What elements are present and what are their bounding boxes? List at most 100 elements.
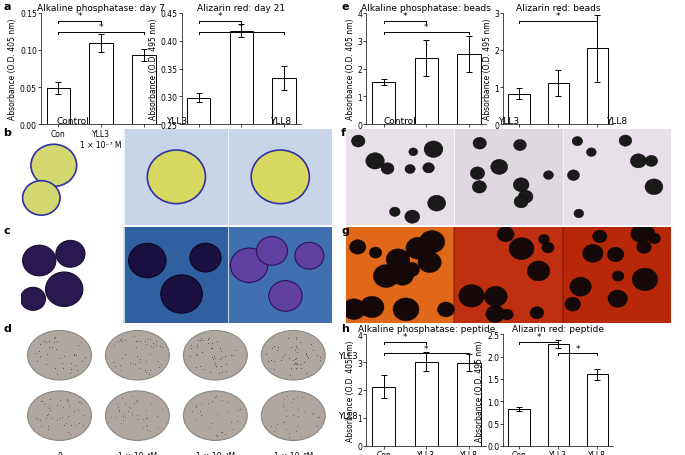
Point xyxy=(279,395,290,403)
Circle shape xyxy=(459,285,484,308)
Y-axis label: Absorbance (O.D. 405 nm): Absorbance (O.D. 405 nm) xyxy=(346,339,355,441)
Point xyxy=(58,364,68,372)
Point xyxy=(216,428,227,435)
Bar xyxy=(228,228,332,323)
Point xyxy=(43,337,54,344)
Point xyxy=(32,415,43,423)
Point xyxy=(44,404,55,412)
Circle shape xyxy=(497,228,514,242)
Circle shape xyxy=(56,241,85,268)
Point xyxy=(195,362,206,369)
Bar xyxy=(372,387,395,446)
Point xyxy=(108,341,119,349)
Circle shape xyxy=(391,266,413,286)
Point xyxy=(191,416,202,423)
Title: Alkaline phosphatase: beads: Alkaline phosphatase: beads xyxy=(362,4,491,13)
Bar xyxy=(187,98,210,264)
Point xyxy=(220,353,231,360)
Point xyxy=(112,337,123,344)
Point xyxy=(111,414,122,421)
Point xyxy=(42,350,53,358)
Point xyxy=(284,430,295,437)
Point xyxy=(203,335,214,343)
Point xyxy=(63,397,74,404)
Point xyxy=(207,353,218,360)
Point xyxy=(57,403,68,410)
Circle shape xyxy=(632,268,658,291)
Point xyxy=(265,356,276,364)
Circle shape xyxy=(608,248,624,262)
Text: e: e xyxy=(341,2,349,12)
Bar xyxy=(414,362,438,446)
Point xyxy=(63,412,74,420)
Bar xyxy=(125,228,228,323)
Point xyxy=(64,370,75,377)
Circle shape xyxy=(295,243,324,269)
Text: g: g xyxy=(341,225,349,235)
Circle shape xyxy=(373,265,399,288)
Circle shape xyxy=(583,245,603,263)
Point xyxy=(31,349,42,356)
Circle shape xyxy=(438,302,454,317)
Point xyxy=(195,412,206,419)
Point xyxy=(66,421,77,429)
Circle shape xyxy=(473,138,486,150)
Circle shape xyxy=(471,167,485,180)
Point xyxy=(61,398,72,405)
Point xyxy=(114,336,125,344)
Point xyxy=(300,350,311,357)
Point xyxy=(291,355,302,362)
Circle shape xyxy=(586,148,596,157)
Point xyxy=(140,406,151,414)
Point xyxy=(51,416,62,424)
Point xyxy=(32,357,43,364)
Bar xyxy=(125,130,228,225)
Point xyxy=(190,401,201,409)
Point xyxy=(314,354,325,361)
Point xyxy=(140,421,151,428)
Circle shape xyxy=(519,191,533,204)
Point xyxy=(185,345,196,352)
Point xyxy=(295,339,306,346)
Bar xyxy=(89,44,113,125)
Point xyxy=(112,403,123,410)
Circle shape xyxy=(567,171,580,181)
Point xyxy=(291,392,302,399)
Point xyxy=(195,400,206,408)
Point xyxy=(140,358,151,365)
Point xyxy=(38,338,49,345)
Point xyxy=(187,408,198,415)
Point xyxy=(226,419,237,426)
Circle shape xyxy=(369,248,382,258)
Point xyxy=(132,397,142,404)
Point xyxy=(191,343,202,350)
Point xyxy=(119,400,130,408)
Circle shape xyxy=(147,151,206,204)
Point xyxy=(216,397,227,404)
Point xyxy=(232,418,242,425)
Point xyxy=(290,360,301,367)
Circle shape xyxy=(390,207,400,217)
Point xyxy=(131,353,142,360)
Point xyxy=(290,334,301,341)
Point xyxy=(196,335,207,342)
Point xyxy=(151,342,162,349)
Point xyxy=(232,406,243,414)
Point xyxy=(122,408,133,415)
Point xyxy=(278,419,289,426)
Point xyxy=(131,344,142,351)
Point xyxy=(209,359,220,366)
Circle shape xyxy=(572,137,583,147)
Point xyxy=(49,334,60,341)
Point xyxy=(275,357,286,364)
Circle shape xyxy=(472,181,486,194)
Point xyxy=(227,425,238,432)
Point xyxy=(145,342,156,349)
Point xyxy=(125,360,136,367)
Point xyxy=(75,399,86,406)
Point xyxy=(77,422,88,429)
Point xyxy=(80,354,91,361)
Point xyxy=(40,414,51,421)
Text: YLL3: YLL3 xyxy=(338,351,358,360)
Point xyxy=(43,410,54,418)
